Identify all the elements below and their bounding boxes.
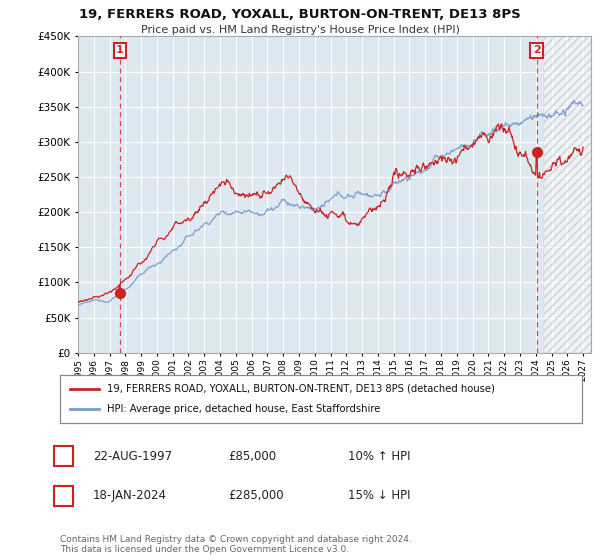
Bar [544,36,591,353]
Text: HPI: Average price, detached house, East Staffordshire: HPI: Average price, detached house, East… [107,404,380,414]
Text: 1: 1 [116,45,124,55]
Text: £85,000: £85,000 [228,450,276,463]
Text: 2: 2 [59,489,68,502]
Text: 1: 1 [59,450,68,463]
Text: 2: 2 [533,45,541,55]
Text: Contains HM Land Registry data © Crown copyright and database right 2024.
This d: Contains HM Land Registry data © Crown c… [60,535,412,554]
Text: 18-JAN-2024: 18-JAN-2024 [93,489,167,502]
Text: 19, FERRERS ROAD, YOXALL, BURTON-ON-TRENT, DE13 8PS: 19, FERRERS ROAD, YOXALL, BURTON-ON-TREN… [79,8,521,21]
Text: 19, FERRERS ROAD, YOXALL, BURTON-ON-TRENT, DE13 8PS (detached house): 19, FERRERS ROAD, YOXALL, BURTON-ON-TREN… [107,384,495,394]
Text: £285,000: £285,000 [228,489,284,502]
Text: Price paid vs. HM Land Registry's House Price Index (HPI): Price paid vs. HM Land Registry's House … [140,25,460,35]
Text: 10% ↑ HPI: 10% ↑ HPI [348,450,410,463]
Text: 22-AUG-1997: 22-AUG-1997 [93,450,172,463]
Text: 15% ↓ HPI: 15% ↓ HPI [348,489,410,502]
